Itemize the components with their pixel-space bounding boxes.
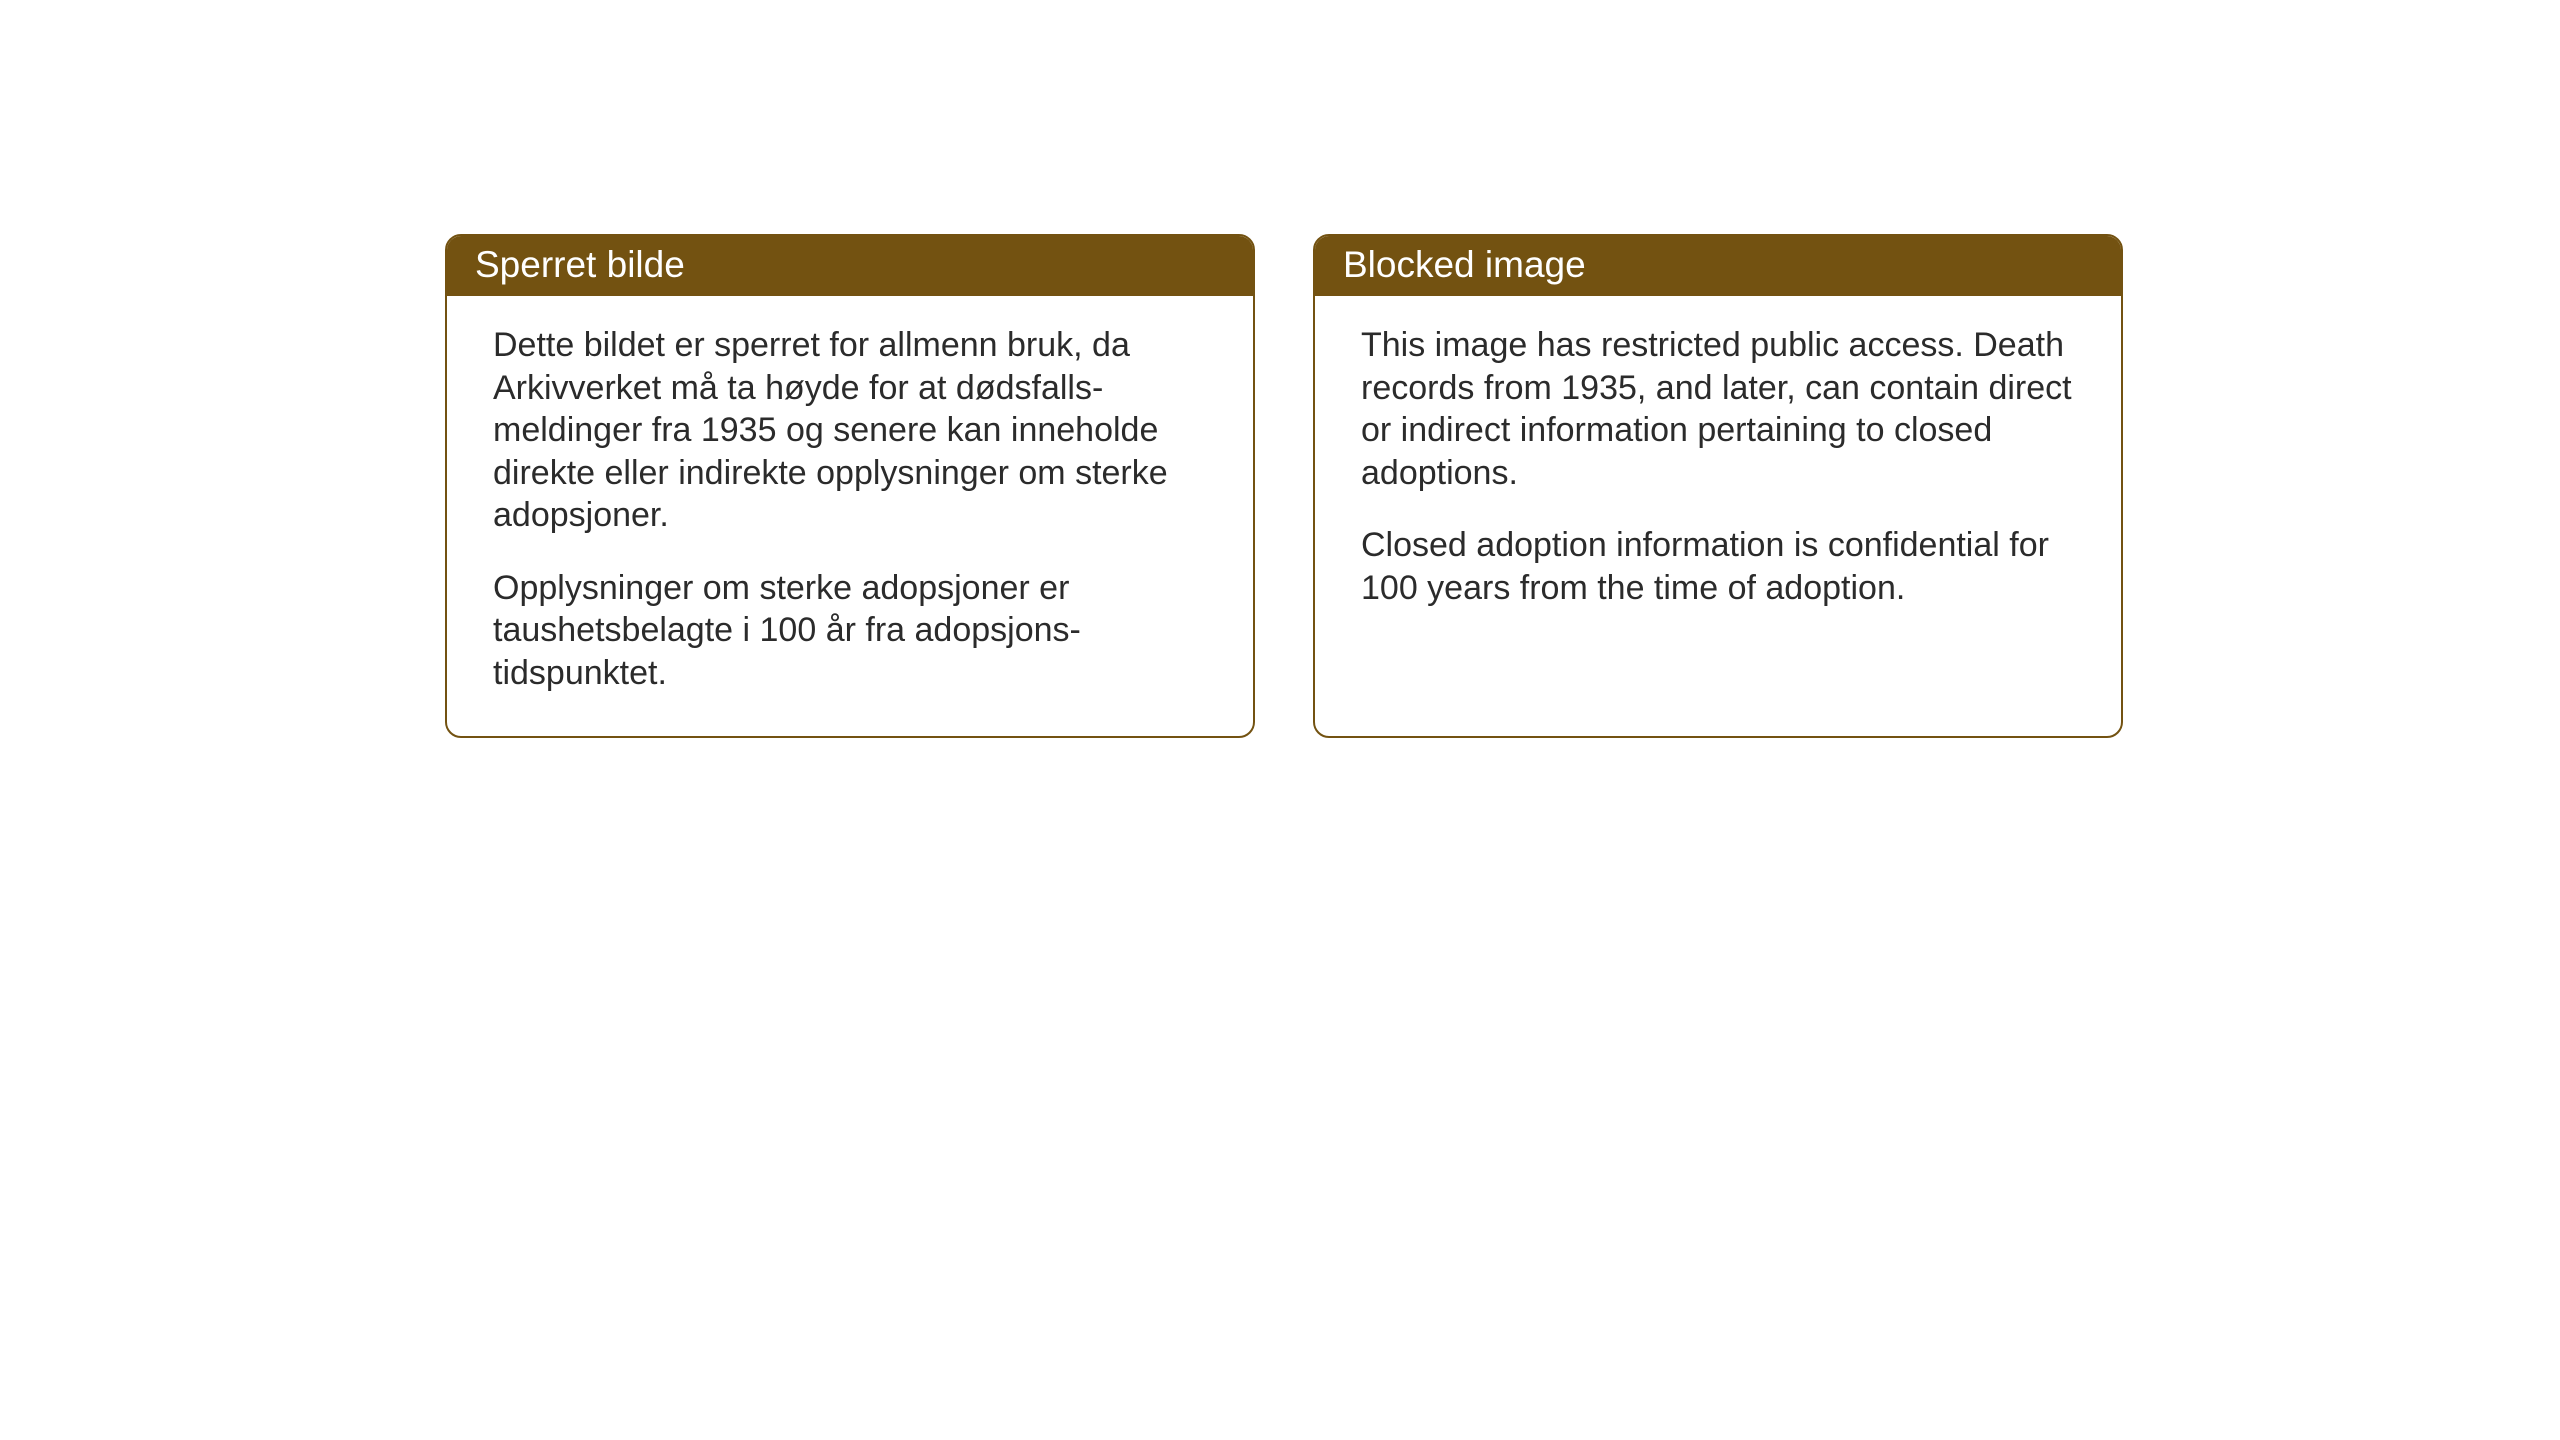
norwegian-card-body: Dette bildet er sperret for allmenn bruk… [447, 296, 1253, 736]
norwegian-paragraph-2: Opplysninger om sterke adopsjoner er tau… [493, 567, 1211, 695]
norwegian-card-header: Sperret bilde [447, 236, 1253, 296]
norwegian-card: Sperret bilde Dette bildet er sperret fo… [445, 234, 1255, 738]
english-paragraph-1: This image has restricted public access.… [1361, 324, 2079, 494]
norwegian-paragraph-1: Dette bildet er sperret for allmenn bruk… [493, 324, 1211, 537]
english-card: Blocked image This image has restricted … [1313, 234, 2123, 738]
english-card-header: Blocked image [1315, 236, 2121, 296]
cards-container: Sperret bilde Dette bildet er sperret fo… [445, 234, 2123, 738]
english-paragraph-2: Closed adoption information is confident… [1361, 524, 2079, 609]
english-card-body: This image has restricted public access.… [1315, 296, 2121, 736]
